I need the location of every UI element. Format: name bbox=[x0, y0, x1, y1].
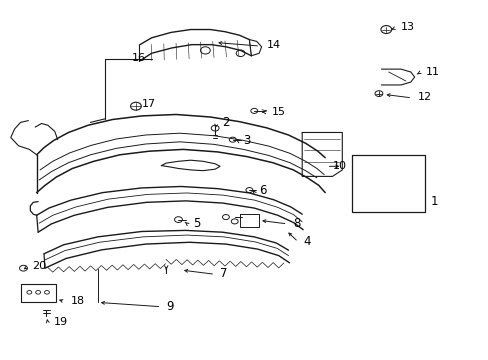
Text: 9: 9 bbox=[166, 300, 173, 312]
Text: 17: 17 bbox=[142, 99, 156, 109]
Text: 18: 18 bbox=[71, 296, 85, 306]
Text: 12: 12 bbox=[417, 92, 431, 102]
Text: 6: 6 bbox=[259, 184, 266, 197]
Text: 7: 7 bbox=[220, 267, 227, 280]
Text: 1: 1 bbox=[429, 195, 437, 208]
Bar bbox=[20, 284, 56, 302]
Text: 13: 13 bbox=[400, 22, 414, 32]
Text: 10: 10 bbox=[332, 161, 346, 171]
Text: 16: 16 bbox=[132, 53, 146, 63]
Text: 5: 5 bbox=[193, 217, 200, 230]
Text: 20: 20 bbox=[32, 261, 46, 271]
Text: 15: 15 bbox=[271, 107, 285, 117]
Text: 8: 8 bbox=[293, 217, 300, 230]
Text: 3: 3 bbox=[243, 134, 250, 147]
Text: 14: 14 bbox=[266, 40, 280, 50]
Text: 2: 2 bbox=[222, 116, 229, 129]
Text: 19: 19 bbox=[54, 317, 68, 327]
Text: 11: 11 bbox=[425, 67, 439, 77]
Text: 4: 4 bbox=[303, 235, 310, 248]
